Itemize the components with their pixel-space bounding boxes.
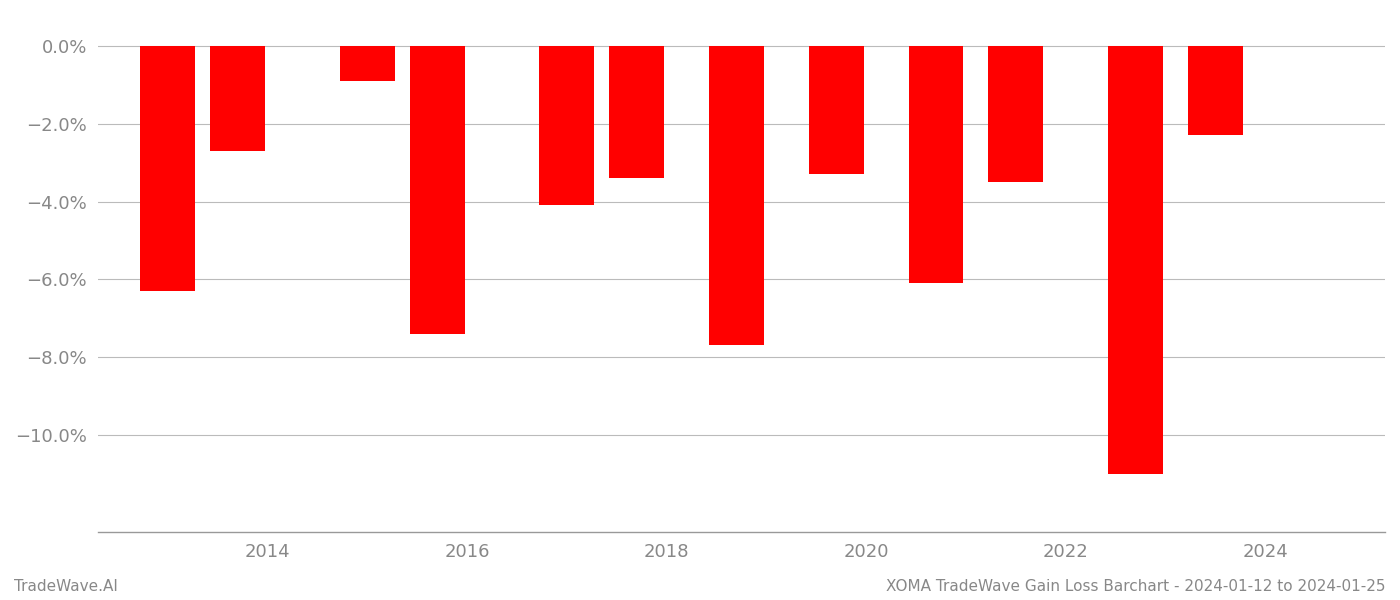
Bar (210, 46, 265, 151)
Bar (140, 46, 195, 291)
Text: TradeWave.AI: TradeWave.AI (14, 579, 118, 594)
Bar (1109, 46, 1163, 473)
Bar (988, 46, 1043, 182)
Bar (909, 46, 963, 283)
Bar (410, 46, 465, 334)
Bar (809, 46, 864, 175)
Bar (340, 46, 395, 81)
Bar (539, 46, 595, 205)
Bar (1189, 46, 1243, 136)
Bar (708, 46, 764, 346)
Bar (609, 46, 664, 178)
Text: XOMA TradeWave Gain Loss Barchart - 2024-01-12 to 2024-01-25: XOMA TradeWave Gain Loss Barchart - 2024… (886, 579, 1386, 594)
